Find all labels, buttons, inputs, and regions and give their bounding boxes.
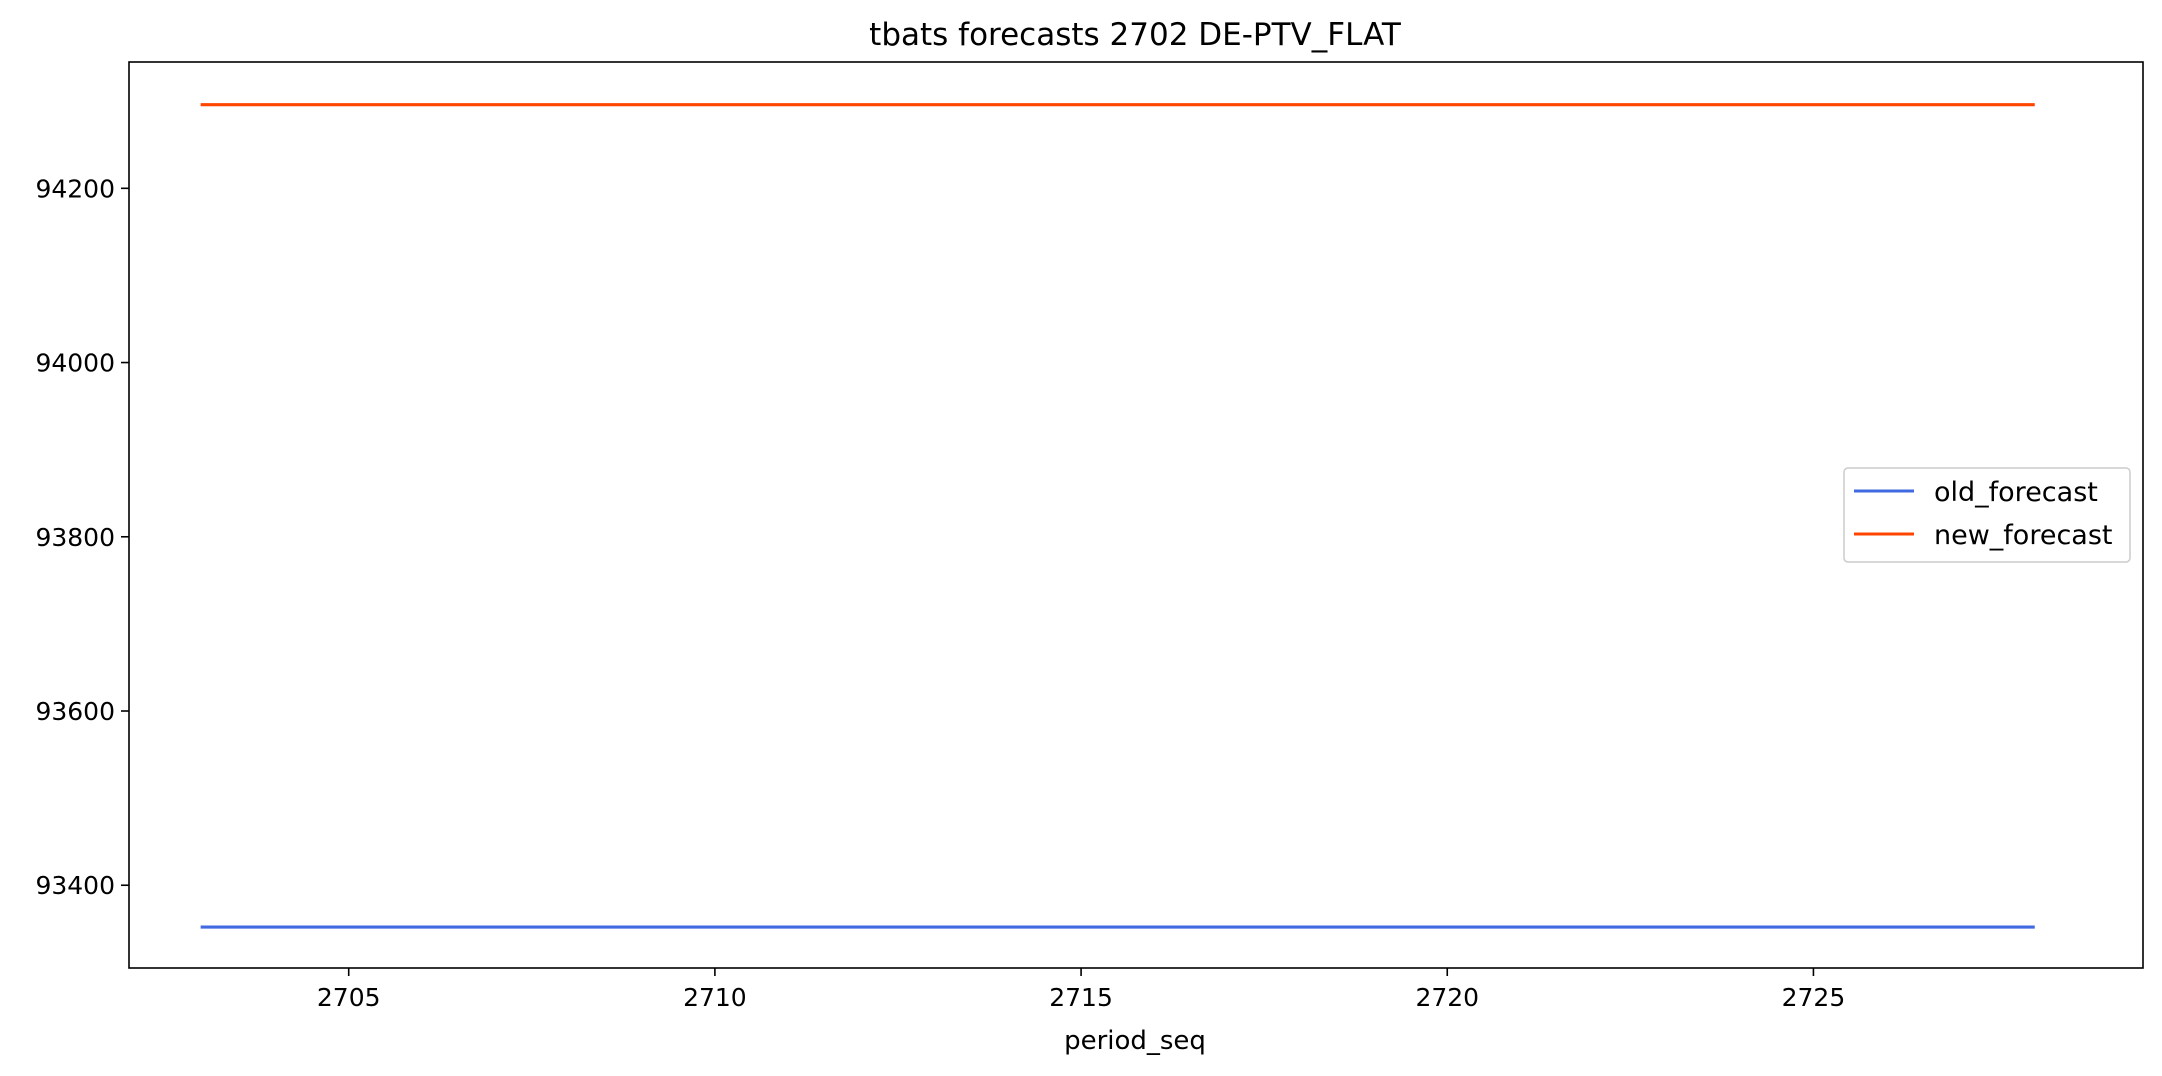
x-tick-label: 2715 [1049,983,1113,1012]
plot-area [129,62,2143,968]
x-tick-label: 2710 [683,983,747,1012]
chart-title: tbats forecasts 2702 DE-PTV_FLAT [869,17,1402,53]
y-tick-label: 93600 [35,697,115,726]
x-tick-label: 2720 [1415,983,1479,1012]
y-tick-label: 94000 [35,349,115,378]
y-axis: 93400 93600 93800 94000 94200 [35,174,129,900]
legend-label-old-forecast: old_forecast [1934,477,2098,508]
plot-frame [128,61,2144,969]
legend: old_forecast new_forecast [1843,467,2131,563]
legend-label-new-forecast: new_forecast [1934,520,2113,551]
y-tick-label: 94200 [35,174,115,203]
legend-box [1843,467,2131,563]
x-tick-label: 2705 [317,983,381,1012]
series-layer [200,103,2035,929]
x-axis-label: period_seq [1064,1026,1206,1056]
y-tick-label: 93800 [35,523,115,552]
x-tick-label: 2725 [1782,983,1846,1012]
x-axis: 2705 2710 2715 2720 2725 [317,968,1845,1012]
y-tick-label: 93400 [35,871,115,900]
